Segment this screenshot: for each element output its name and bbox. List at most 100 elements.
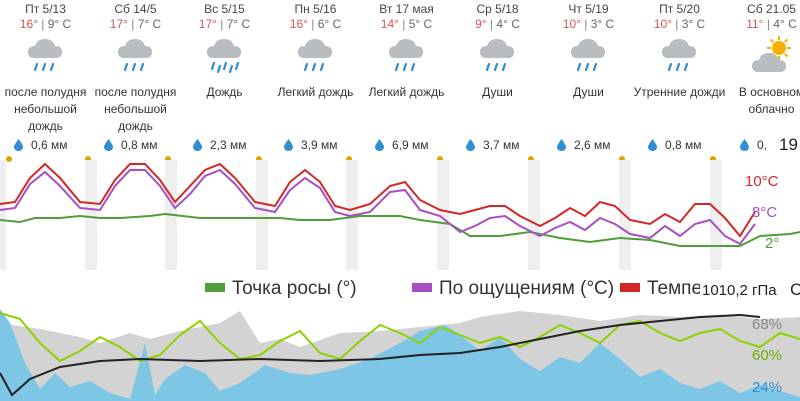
day-column[interactable]: Чт 5/19 10° | 3° C Души 2,6 мм <box>541 0 636 160</box>
chart-legend: Точка росы (°) По ощущениям (°C) Темпе 1… <box>0 270 800 308</box>
precip-amount: 0,8 мм <box>665 138 702 152</box>
humidity-scale-low: 24% <box>752 379 782 396</box>
humidity-pressure-chart: 68% 60% 24% <box>0 309 800 401</box>
temp-low: 4° C <box>496 17 520 31</box>
temp-low: 7° C <box>226 17 251 31</box>
daily-forecast: Пт 5/13 16° | 9° C после полудня небольшой д… <box>0 0 800 162</box>
temperature-chart: 10°C 8°C 2° 19 <box>0 160 800 270</box>
precip-amount: 3,7 мм <box>483 138 520 152</box>
description-line: Легкий дождь <box>277 85 354 99</box>
pressure-text: 1010,2 гПа <box>702 282 777 299</box>
precipitation: 2,3 мм <box>193 138 263 152</box>
temp-swatch <box>620 283 640 292</box>
temp-high: 14° <box>380 17 399 31</box>
pressure-value: 1010,2 гПа <box>700 282 779 299</box>
description-line: Души <box>482 85 513 99</box>
description-line: небольшой <box>14 102 77 116</box>
temp-low: 4° C <box>773 17 797 31</box>
day-name: Сб 14/5 <box>114 2 157 16</box>
day-description: после полудня небольшой дождь <box>0 84 93 135</box>
precipitation: 6,9 мм <box>375 138 445 152</box>
day-column[interactable]: Ср 5/18 9° | 4° C Души 3,7 мм <box>450 0 545 160</box>
description-line: Дождь <box>206 85 243 99</box>
temp-scale-mid: 8°C <box>752 204 777 221</box>
day-column[interactable]: Пт 5/20 10° | 3° C Утренние дожди 0,8 мм <box>632 0 727 160</box>
day-column[interactable]: Вс 5/15 17° | 7° C Дождь 2,3 мм <box>177 0 272 160</box>
day-description: после полудня небольшой дождь <box>88 84 183 135</box>
sun-marker <box>437 156 443 162</box>
rain-icon <box>477 36 517 80</box>
precipitation: 0,8 мм <box>104 138 174 152</box>
pressure-cut: C <box>790 280 800 299</box>
temp-high: 10° <box>653 17 672 31</box>
day-column[interactable]: Пн 5/16 16° | 6° C Легкий дождь 3,9 мм <box>268 0 363 160</box>
description-line: дождь <box>118 119 153 133</box>
temp-high: 17° <box>109 17 128 31</box>
description-line: Утренние дожди <box>633 85 726 99</box>
legend-dew-label: Точка росы (°) <box>232 278 357 299</box>
pressure-line <box>0 313 761 397</box>
description-line: облачно <box>748 102 795 116</box>
temp-low: 7° C <box>137 17 162 31</box>
night-bands <box>0 160 722 270</box>
legend-feels-label: По ощущениям (°C) <box>439 278 615 299</box>
heavy-rain-icon <box>204 36 244 80</box>
raindrop-icon <box>284 138 301 152</box>
sun-marker <box>256 156 262 162</box>
day-name: Пт 5/20 <box>659 2 700 16</box>
day-column[interactable]: Сб 21.05 11° | 4° C В основном облачно 0, <box>724 0 800 160</box>
precip-amount: 2,3 мм <box>210 138 247 152</box>
temp-low: 3° C <box>590 17 615 31</box>
day-name: Вс 5/15 <box>204 2 245 16</box>
raindrop-icon <box>648 138 665 152</box>
day-column[interactable]: Сб 14/5 17° | 7° C после полудня небольшой д… <box>88 0 183 160</box>
temp-scale-low: 2° <box>765 235 779 252</box>
feels-swatch <box>412 283 432 292</box>
day-temps: 16° | 9° C <box>19 17 72 31</box>
humidity-line <box>0 312 800 363</box>
feels-like-line <box>0 168 756 246</box>
day-name: Сб 21.05 <box>747 2 796 16</box>
sun-marker <box>165 156 171 162</box>
precipitation-area <box>0 309 800 401</box>
day-column[interactable]: Пт 5/13 16° | 9° C после полудня небольшой д… <box>0 0 93 160</box>
humidity-scale-mid: 60% <box>752 347 782 364</box>
legend-feels-like[interactable]: По ощущениям (°C) <box>412 278 614 300</box>
raindrop-icon <box>466 138 483 152</box>
raindrop-icon <box>14 138 31 152</box>
description-line: Легкий дождь <box>368 85 445 99</box>
precip-amount: 0,6 мм <box>31 138 68 152</box>
temp-high: 10° <box>562 17 581 31</box>
humidity-scale-high: 68% <box>752 316 782 333</box>
temp-high: 9° <box>475 17 487 31</box>
precip-amount: 3,9 мм <box>301 138 338 152</box>
description-line: небольшой <box>104 102 167 116</box>
description-line: В основном <box>738 85 800 99</box>
legend-dew-point[interactable]: Точка росы (°) <box>205 278 357 300</box>
rain-icon <box>386 36 426 80</box>
precip-amount: 2,6 мм <box>574 138 611 152</box>
temp-high: 17° <box>198 17 217 31</box>
day-description: Легкий дождь <box>268 84 363 101</box>
temp-low: 3° C <box>681 17 706 31</box>
description-line: Души <box>573 85 604 99</box>
day-description: Души <box>450 84 545 101</box>
temp-low: 5° C <box>408 17 433 31</box>
sun-marker <box>6 156 12 162</box>
temp-scale-high: 10°C <box>745 173 779 190</box>
precipitation: 0,8 мм <box>648 138 718 152</box>
precip-amount: 0, <box>757 138 768 152</box>
rain-icon <box>659 36 699 80</box>
legend-temperature[interactable]: Темпе <box>620 278 702 300</box>
precip-amount: 6,9 мм <box>392 138 429 152</box>
precipitation: 3,9 мм <box>284 138 354 152</box>
day-description: Легкий дождь <box>359 84 454 101</box>
day-description: Утренние дожди <box>632 84 727 101</box>
day-temps: 10° | 3° C <box>562 17 615 31</box>
sun-marker <box>619 156 625 162</box>
temp-high: 16° <box>289 17 308 31</box>
description-line: дождь <box>28 119 63 133</box>
day-column[interactable]: Вт 17 мая 14° | 5° C Легкий дождь 6,9 мм <box>359 0 454 160</box>
day-name: Пт 5/13 <box>25 2 66 16</box>
raindrop-icon <box>375 138 392 152</box>
